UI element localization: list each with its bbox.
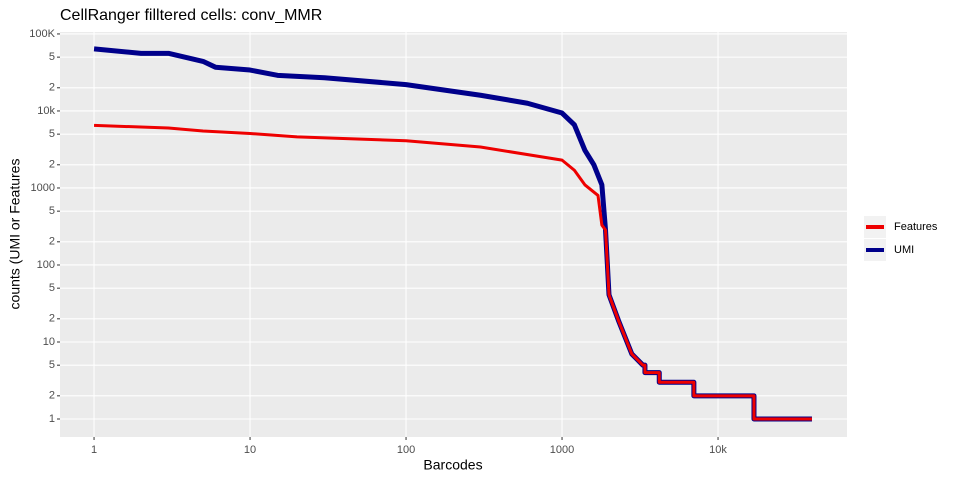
legend-label: UMI bbox=[894, 244, 914, 256]
x-tick-label: 10k bbox=[709, 444, 727, 456]
y-axis-title: counts (UMI or Features bbox=[7, 159, 23, 310]
legend: Features UMI bbox=[864, 216, 938, 261]
y-tick-label: 2 bbox=[49, 159, 55, 171]
x-tick-label: 100 bbox=[397, 444, 415, 456]
y-tick-label: 5 bbox=[49, 51, 55, 63]
y-tick-label: 5 bbox=[49, 359, 55, 371]
x-tick-label: 10 bbox=[244, 444, 256, 456]
chart-title: CellRanger filltered cells: conv_MMR bbox=[60, 7, 322, 24]
y-tick-label: 10k bbox=[37, 105, 55, 117]
y-tick-label: 1000 bbox=[31, 182, 55, 194]
y-tick-label: 2 bbox=[49, 390, 55, 402]
y-tick-label: 100K bbox=[29, 28, 55, 40]
y-tick-label: 2 bbox=[49, 313, 55, 325]
y-tick-label: 10 bbox=[43, 336, 55, 348]
x-tick-label: 1 bbox=[91, 444, 97, 456]
y-tick-label: 5 bbox=[49, 282, 55, 294]
y-tick-label: 1 bbox=[49, 413, 55, 425]
y-tick-label: 100 bbox=[37, 259, 55, 271]
x-tick-label: 1000 bbox=[550, 444, 574, 456]
y-tick-label: 5 bbox=[49, 205, 55, 217]
series-line bbox=[93, 123, 812, 421]
y-tick-label: 5 bbox=[49, 128, 55, 140]
x-axis-title: Barcodes bbox=[423, 457, 482, 473]
y-tick-label: 2 bbox=[49, 82, 55, 94]
panel bbox=[60, 32, 847, 437]
y-tick-label: 2 bbox=[49, 236, 55, 248]
legend-label: Features bbox=[894, 221, 938, 233]
